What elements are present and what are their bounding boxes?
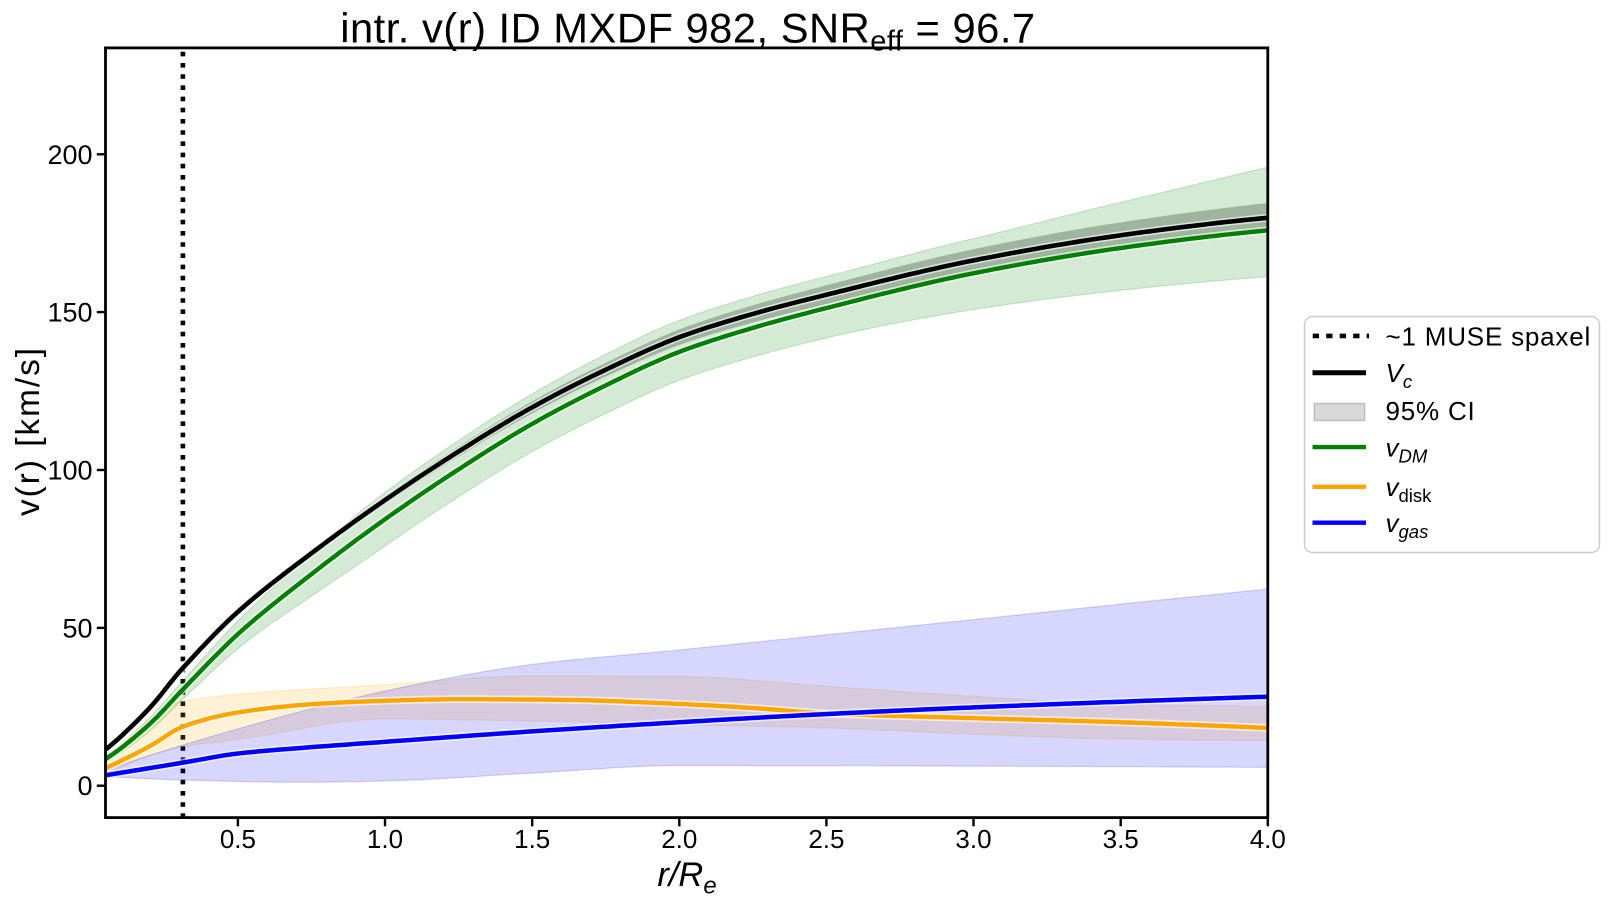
svg-text:50: 50 [62, 613, 92, 643]
svg-text:2.5: 2.5 [808, 824, 844, 854]
svg-text:150: 150 [47, 298, 92, 328]
svg-text:0.5: 0.5 [220, 824, 256, 854]
svg-text:1.5: 1.5 [514, 824, 550, 854]
svg-text:2.0: 2.0 [661, 824, 697, 854]
svg-text:3.0: 3.0 [955, 824, 991, 854]
svg-text:95% CI: 95% CI [1386, 396, 1476, 426]
svg-text:4.0: 4.0 [1250, 824, 1286, 854]
svg-text:0: 0 [77, 771, 92, 801]
svg-text:v(r) [km/s]: v(r) [km/s] [10, 346, 47, 516]
svg-text:1.0: 1.0 [367, 824, 403, 854]
svg-text:100: 100 [47, 456, 92, 486]
svg-text:200: 200 [47, 140, 92, 170]
svg-text:3.5: 3.5 [1103, 824, 1139, 854]
svg-text:intr. v(r) ID MXDF 982, SNReff: intr. v(r) ID MXDF 982, SNReff = 96.7 [340, 4, 1035, 57]
svg-text:~1 MUSE spaxel: ~1 MUSE spaxel [1386, 321, 1592, 351]
